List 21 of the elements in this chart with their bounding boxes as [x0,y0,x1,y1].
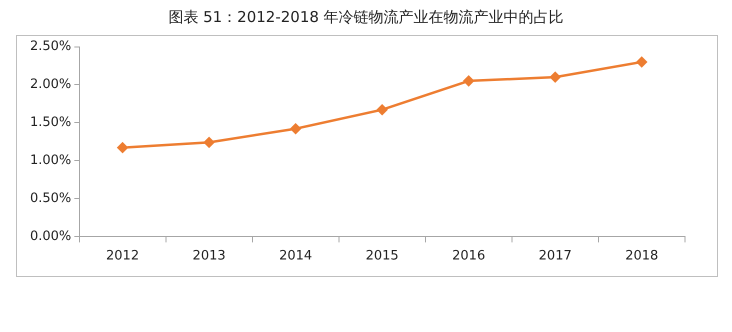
x-tick-label: 2017 [538,248,572,264]
y-tick-label: 2.00% [30,77,72,92]
x-tick-label: 2012 [106,248,140,264]
point [463,76,474,86]
y-tick-label: 1.50% [30,115,72,130]
point [204,137,214,148]
x-tick-label: 2014 [279,248,312,264]
x-tick-label: 2018 [625,248,658,264]
point [376,104,388,115]
y-tick-label: 0.50% [30,190,72,206]
x-tick-label: 2013 [192,248,226,264]
point [117,142,128,153]
y-tick-label: 0.00% [30,228,72,244]
point [636,56,647,68]
y-tick-label: 2.50% [30,39,72,54]
point [550,72,560,82]
x-tick-label: 2015 [366,248,399,264]
y-tick-label: 1.00% [30,152,72,168]
point [290,123,301,134]
chart-title: 图表 51：2012-2018 年冷链物流产业在物流产业中的占比 [167,8,565,27]
x-tick-label: 2016 [452,248,486,264]
